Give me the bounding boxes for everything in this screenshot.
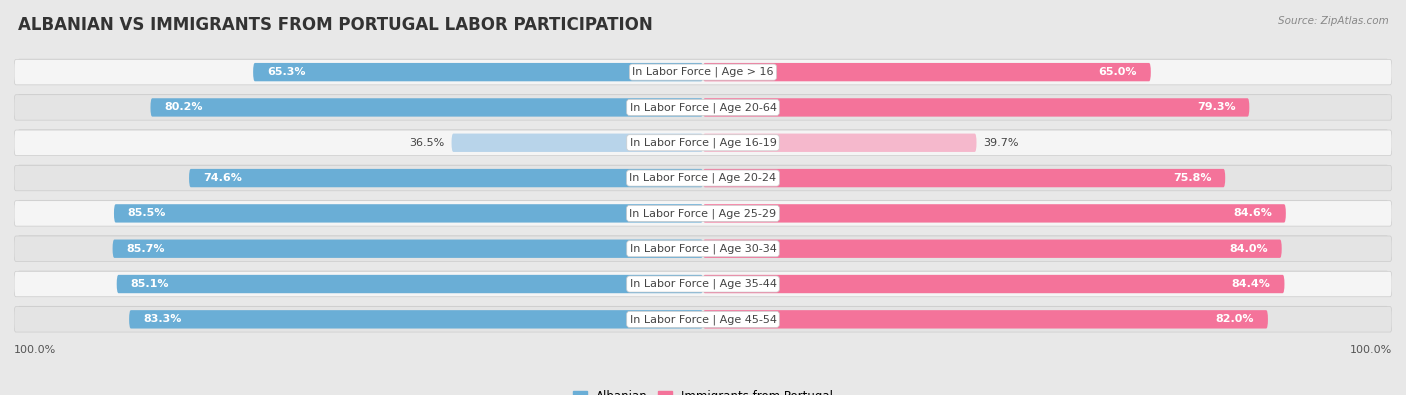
FancyBboxPatch shape: [451, 134, 703, 152]
Text: In Labor Force | Age 30-34: In Labor Force | Age 30-34: [630, 243, 776, 254]
Text: 85.1%: 85.1%: [131, 279, 169, 289]
FancyBboxPatch shape: [17, 94, 1389, 119]
Text: 80.2%: 80.2%: [165, 102, 202, 113]
FancyBboxPatch shape: [112, 239, 703, 258]
FancyBboxPatch shape: [129, 310, 703, 329]
Text: In Labor Force | Age 20-24: In Labor Force | Age 20-24: [630, 173, 776, 183]
Text: 65.3%: 65.3%: [267, 67, 305, 77]
FancyBboxPatch shape: [17, 165, 1389, 190]
FancyBboxPatch shape: [117, 275, 703, 293]
FancyBboxPatch shape: [17, 59, 1389, 84]
Text: In Labor Force | Age 20-64: In Labor Force | Age 20-64: [630, 102, 776, 113]
FancyBboxPatch shape: [703, 239, 1282, 258]
FancyBboxPatch shape: [150, 98, 703, 117]
FancyBboxPatch shape: [703, 204, 1286, 222]
FancyBboxPatch shape: [14, 201, 1392, 226]
FancyBboxPatch shape: [14, 271, 1392, 297]
FancyBboxPatch shape: [14, 95, 1392, 120]
Text: 84.6%: 84.6%: [1233, 209, 1272, 218]
Text: 75.8%: 75.8%: [1173, 173, 1212, 183]
Text: 100.0%: 100.0%: [14, 345, 56, 355]
Text: In Labor Force | Age > 16: In Labor Force | Age > 16: [633, 67, 773, 77]
Text: 85.7%: 85.7%: [127, 244, 165, 254]
FancyBboxPatch shape: [114, 204, 703, 222]
FancyBboxPatch shape: [14, 130, 1392, 156]
Text: 79.3%: 79.3%: [1197, 102, 1236, 113]
FancyBboxPatch shape: [14, 307, 1392, 332]
Text: 100.0%: 100.0%: [1350, 345, 1392, 355]
Text: 85.5%: 85.5%: [128, 209, 166, 218]
FancyBboxPatch shape: [253, 63, 703, 81]
Text: 83.3%: 83.3%: [143, 314, 181, 324]
FancyBboxPatch shape: [17, 235, 1389, 261]
Text: 82.0%: 82.0%: [1216, 314, 1254, 324]
Text: Source: ZipAtlas.com: Source: ZipAtlas.com: [1278, 16, 1389, 26]
FancyBboxPatch shape: [14, 236, 1392, 261]
FancyBboxPatch shape: [703, 63, 1152, 81]
FancyBboxPatch shape: [17, 271, 1389, 296]
FancyBboxPatch shape: [703, 134, 977, 152]
FancyBboxPatch shape: [17, 200, 1389, 226]
Text: 39.7%: 39.7%: [983, 138, 1019, 148]
FancyBboxPatch shape: [703, 310, 1268, 329]
Text: In Labor Force | Age 16-19: In Labor Force | Age 16-19: [630, 137, 776, 148]
Text: 84.0%: 84.0%: [1229, 244, 1268, 254]
FancyBboxPatch shape: [14, 59, 1392, 85]
Text: 65.0%: 65.0%: [1098, 67, 1137, 77]
Text: ALBANIAN VS IMMIGRANTS FROM PORTUGAL LABOR PARTICIPATION: ALBANIAN VS IMMIGRANTS FROM PORTUGAL LAB…: [18, 16, 652, 34]
Text: In Labor Force | Age 45-54: In Labor Force | Age 45-54: [630, 314, 776, 325]
FancyBboxPatch shape: [17, 129, 1389, 155]
Text: In Labor Force | Age 25-29: In Labor Force | Age 25-29: [630, 208, 776, 219]
FancyBboxPatch shape: [703, 169, 1225, 187]
FancyBboxPatch shape: [703, 98, 1250, 117]
Text: 74.6%: 74.6%: [202, 173, 242, 183]
Legend: Albanian, Immigrants from Portugal: Albanian, Immigrants from Portugal: [568, 385, 838, 395]
Text: In Labor Force | Age 35-44: In Labor Force | Age 35-44: [630, 279, 776, 289]
FancyBboxPatch shape: [17, 306, 1389, 331]
Text: 36.5%: 36.5%: [409, 138, 444, 148]
FancyBboxPatch shape: [703, 275, 1285, 293]
FancyBboxPatch shape: [14, 166, 1392, 191]
Text: 84.4%: 84.4%: [1232, 279, 1271, 289]
FancyBboxPatch shape: [188, 169, 703, 187]
